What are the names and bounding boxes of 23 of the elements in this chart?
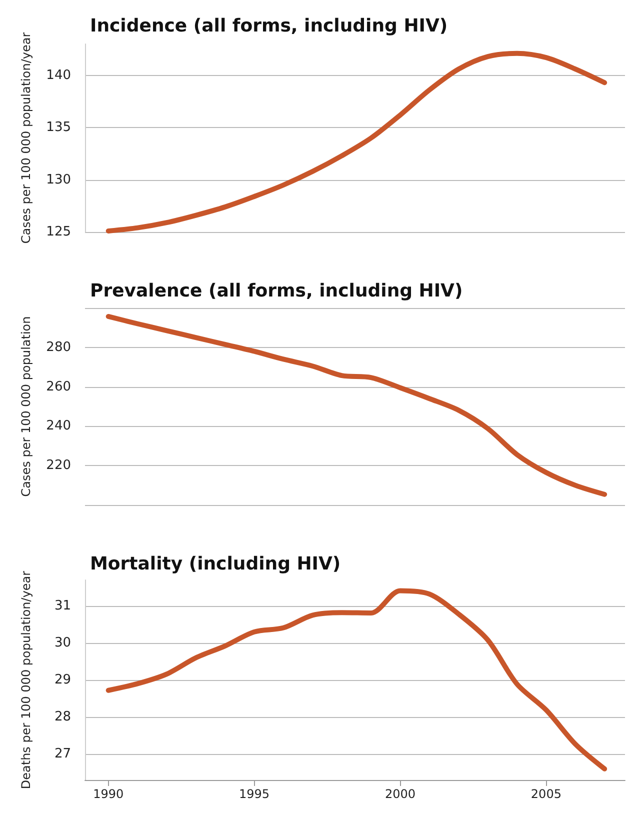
chart-title: Prevalence (all forms, including HIV) xyxy=(90,280,463,302)
y-tick-label: 135 xyxy=(46,120,71,136)
y-tick-label: 27 xyxy=(54,746,71,762)
y-tick-label: 220 xyxy=(46,458,71,474)
y-axis-title: Cases per 100 000 population/year xyxy=(19,32,33,244)
chart-title: Incidence (all forms, including HIV) xyxy=(90,16,448,36)
x-tick-label: 2005 xyxy=(530,787,562,801)
y-axis-title: Cases per 100 000 population xyxy=(19,316,33,497)
y-tick-label: 240 xyxy=(46,418,71,434)
x-tick-label: 2000 xyxy=(384,787,416,801)
y-tick-label: 31 xyxy=(54,598,71,614)
y-tick-label: 140 xyxy=(46,68,71,83)
y-tick-label: 29 xyxy=(54,672,71,688)
y-tick-label: 30 xyxy=(54,635,71,650)
y-tick-label: 280 xyxy=(46,340,71,355)
y-tick-label: 130 xyxy=(46,172,71,188)
y-axis-title: Deaths per 100 000 population/year xyxy=(19,570,33,790)
y-tick-label: 125 xyxy=(46,224,71,240)
chart-title: Mortality (including HIV) xyxy=(90,554,341,574)
y-tick-label: 260 xyxy=(46,379,71,394)
y-tick-label: 28 xyxy=(54,710,71,725)
x-tick-label: 1990 xyxy=(93,787,124,801)
x-tick-label: 1995 xyxy=(239,787,270,801)
